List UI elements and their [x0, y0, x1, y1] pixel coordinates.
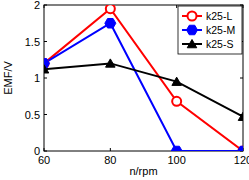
y-tick-label: 1 [34, 72, 40, 84]
point-marker [238, 112, 243, 120]
y-tick [44, 78, 47, 79]
legend-marker [187, 25, 198, 35]
series-line [44, 23, 243, 151]
legend-label: k25-L [206, 10, 232, 22]
legend-box [178, 6, 242, 54]
series-line [44, 9, 243, 151]
point-marker [105, 18, 116, 28]
chart-root: 608010012000.511.52n/rpmEMF/Vk25-Lk25-Mk… [0, 0, 249, 180]
point-marker [106, 5, 115, 13]
legend-marker [188, 12, 197, 21]
y-tick-label: 2 [34, 0, 40, 11]
y-tick-right [240, 78, 243, 79]
y-axis-label: EMF/V [2, 61, 14, 95]
x-tick-label: 80 [104, 154, 116, 166]
y-tick [44, 151, 47, 152]
x-tick-label: 120 [234, 154, 249, 166]
y-tick [44, 5, 47, 6]
legend-marker [187, 40, 197, 48]
y-tick-label: 0.5 [25, 109, 40, 121]
x-tick-label: 100 [167, 154, 185, 166]
point-marker [238, 146, 244, 151]
point-marker [172, 77, 182, 85]
series-line [44, 63, 243, 116]
y-tick-label: 1.5 [25, 36, 40, 48]
chart-svg: 608010012000.511.52n/rpmEMF/Vk25-Lk25-Mk… [0, 0, 249, 180]
x-tick-top [176, 5, 177, 8]
y-tick [44, 114, 47, 115]
point-marker [172, 97, 181, 106]
legend: k25-L k25-M k25-S [178, 6, 242, 54]
y-tick-right [240, 5, 243, 6]
x-tick [110, 148, 111, 151]
point-marker [171, 146, 182, 151]
y-tick-label: 0 [34, 145, 40, 157]
point-marker [44, 65, 49, 73]
plot-frame [44, 5, 243, 151]
point-marker [239, 147, 244, 152]
legend-label: k25-S [206, 38, 233, 50]
legend-label: k25-M [206, 24, 235, 36]
plot-data [44, 5, 243, 151]
x-axis-label: n/rpm [129, 165, 157, 177]
point-marker [106, 59, 116, 67]
y-tick [44, 41, 47, 42]
